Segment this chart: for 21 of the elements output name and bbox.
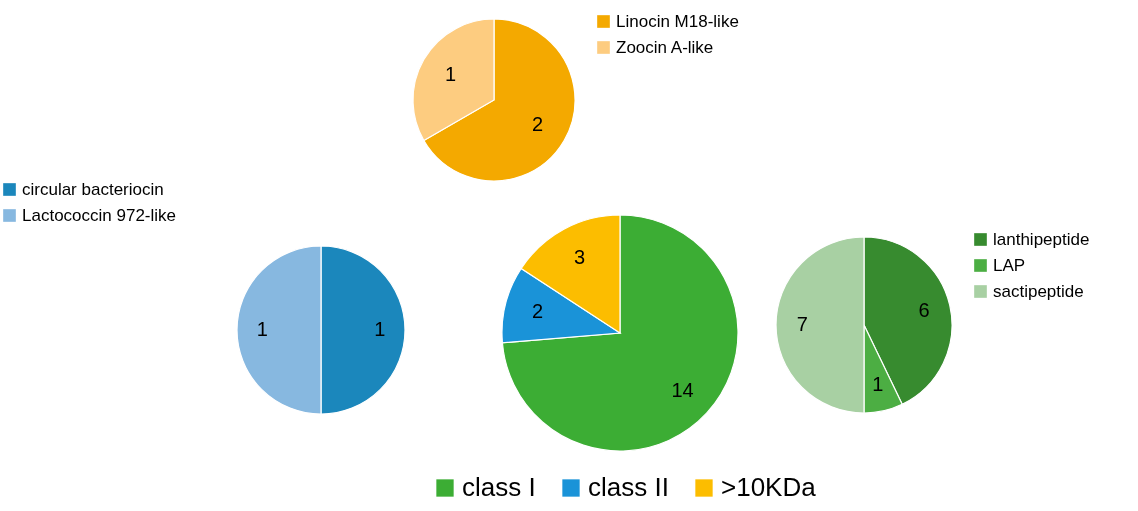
data-label: 2 [532, 300, 544, 323]
pie-slice [501, 214, 739, 452]
legend-label: Linocin M18-like [616, 11, 739, 31]
data-label: 6 [918, 299, 930, 322]
data-label: 1 [374, 318, 386, 340]
data-label: 14 [671, 378, 694, 401]
legend-label: circular bacteriocin [22, 179, 164, 199]
data-label: 3 [574, 246, 586, 269]
legend-label: sactipeptide [993, 281, 1084, 301]
data-label: 2 [531, 113, 544, 136]
data-label: 1 [256, 318, 268, 340]
legend-label: Lactococcin 972-like [22, 205, 177, 225]
legend-label: class I [462, 472, 536, 502]
data-label: 1 [872, 373, 884, 396]
legend-label: >10KDa [721, 472, 817, 502]
legend-label: LAP [993, 255, 1026, 275]
legend-label: class II [588, 472, 669, 502]
data-label: 1 [444, 62, 457, 85]
legend-label: Zoocin A-like [616, 37, 714, 57]
legend-label: lanthipeptide [993, 229, 1090, 249]
data-label: 7 [796, 313, 808, 335]
